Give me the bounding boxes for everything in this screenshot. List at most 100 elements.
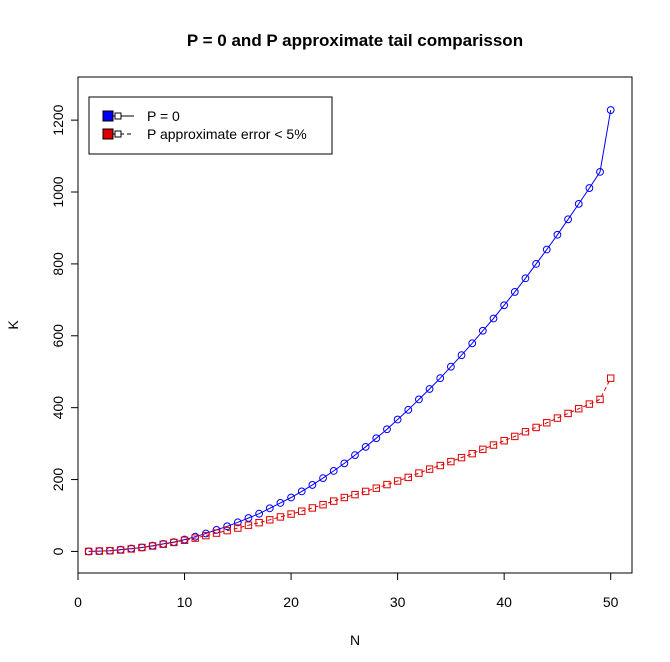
data-point <box>574 199 583 208</box>
data-point <box>393 415 402 424</box>
data-point <box>340 493 349 502</box>
data-point <box>319 501 327 509</box>
data-point <box>404 405 413 414</box>
series-1 <box>84 106 615 556</box>
legend-swatch <box>102 110 114 122</box>
data-point <box>84 547 93 556</box>
data-point <box>298 507 306 515</box>
data-point <box>436 374 445 383</box>
data-point <box>553 414 562 422</box>
data-point <box>575 405 583 413</box>
data-point <box>329 497 338 505</box>
data-point <box>287 493 295 502</box>
data-point <box>404 473 412 482</box>
data-point <box>521 428 530 436</box>
x-tick-label: 30 <box>390 594 406 610</box>
data-point <box>415 469 423 477</box>
data-point <box>564 409 572 418</box>
y-axis: 0 200 400 600 800 1000 1200 <box>50 104 79 555</box>
legend-label: P approximate error < 5% <box>147 126 307 142</box>
data-point <box>191 534 199 542</box>
data-point <box>532 259 541 268</box>
x-tick-label: 0 <box>74 594 82 610</box>
data-point <box>500 301 509 310</box>
legend-marker <box>114 112 122 120</box>
data-point <box>319 474 327 483</box>
data-point <box>542 245 551 254</box>
data-point <box>308 481 317 489</box>
legend-swatch <box>102 128 114 140</box>
data-point <box>564 215 572 224</box>
data-point <box>106 547 114 555</box>
data-point <box>468 449 476 458</box>
data-point <box>234 524 242 532</box>
y-tick-label: 400 <box>50 396 66 420</box>
legend: P = 0 P approximate error < 5% <box>88 96 333 155</box>
x-tick-label: 10 <box>177 594 193 610</box>
data-point <box>372 434 381 443</box>
y-tick-label: 1200 <box>50 104 66 135</box>
data-point <box>479 445 487 454</box>
data-point <box>244 521 253 529</box>
data-point <box>265 504 274 513</box>
data-point <box>329 467 338 475</box>
y-tick-label: 800 <box>50 252 66 276</box>
data-point <box>340 459 349 468</box>
y-tick-label: 200 <box>50 468 66 492</box>
x-tick-label: 50 <box>603 594 619 610</box>
data-point <box>180 536 189 544</box>
data-point <box>351 490 359 499</box>
data-point <box>383 425 391 434</box>
y-axis-label: K <box>5 320 21 330</box>
data-point <box>361 487 370 496</box>
data-point <box>415 395 423 404</box>
x-tick-label: 20 <box>283 594 299 610</box>
data-point <box>138 543 146 552</box>
data-point <box>266 516 274 524</box>
series-2 <box>84 374 615 556</box>
data-point <box>297 487 306 496</box>
data-point <box>436 461 444 470</box>
data-point <box>127 545 135 553</box>
series-line <box>88 377 612 552</box>
data-point <box>606 106 615 114</box>
legend-item: P approximate error < 5% <box>102 126 307 142</box>
data-point <box>116 546 125 554</box>
data-point <box>244 514 253 522</box>
data-point <box>585 184 594 192</box>
data-point <box>447 457 455 466</box>
legend-item: P = 0 <box>102 108 180 124</box>
data-point <box>170 538 178 547</box>
data-point <box>383 480 391 489</box>
data-point <box>148 542 157 550</box>
legend-label: P = 0 <box>147 108 180 124</box>
data-point <box>585 400 594 408</box>
data-point <box>511 432 519 441</box>
data-point <box>223 522 232 531</box>
chart-title: P = 0 and P approximate tail comparisson <box>187 31 523 50</box>
data-point <box>276 499 285 507</box>
legend-marker <box>114 130 122 138</box>
data-point <box>489 441 498 449</box>
data-point <box>287 510 295 518</box>
data-point <box>489 314 498 323</box>
y-tick-label: 0 <box>50 547 66 555</box>
data-point <box>223 526 231 535</box>
series-layer <box>84 106 615 556</box>
data-point <box>596 167 604 176</box>
data-point <box>425 465 434 473</box>
data-point <box>233 518 242 527</box>
legend-box <box>88 96 333 155</box>
data-point <box>255 518 263 527</box>
series-line <box>88 110 612 552</box>
data-point <box>393 477 402 485</box>
data-point <box>457 453 466 462</box>
data-point <box>95 547 104 555</box>
data-point <box>202 531 210 540</box>
y-tick-label: 600 <box>50 324 66 348</box>
data-point <box>212 529 221 537</box>
data-point <box>372 484 381 492</box>
data-point <box>457 351 466 360</box>
data-point <box>596 395 604 404</box>
